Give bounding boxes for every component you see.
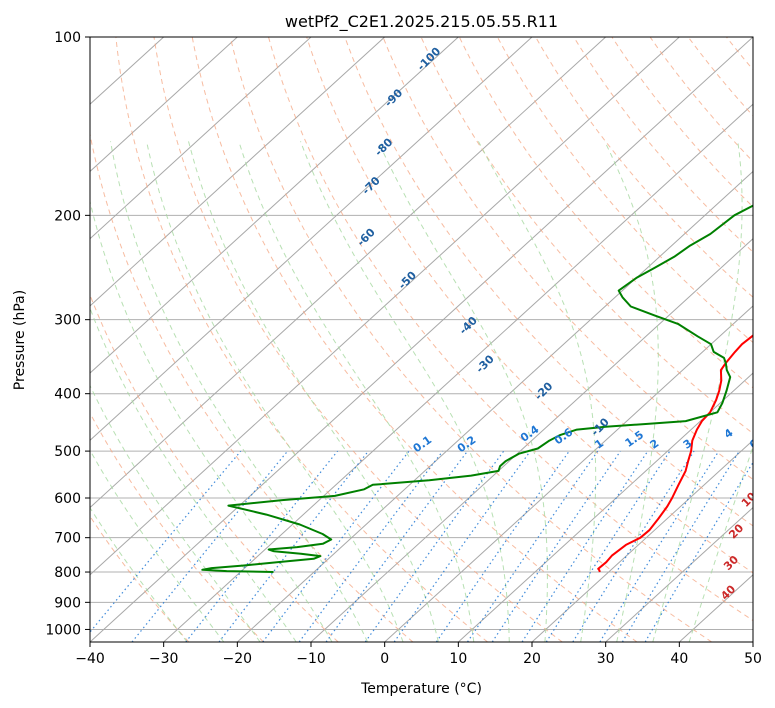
dry-adiabat-line xyxy=(649,37,753,163)
isotherm-line xyxy=(90,37,607,509)
dry-adiabat-line xyxy=(535,37,753,298)
x-tick-label: −20 xyxy=(223,651,253,667)
grid-layer xyxy=(90,37,753,642)
mixing-ratio-line xyxy=(621,450,740,642)
isotherm-line xyxy=(90,37,386,307)
moist-adiabat-line xyxy=(238,141,475,642)
dry-adiabat-line xyxy=(90,293,339,642)
y-tick-label: 1000 xyxy=(45,622,81,638)
isotherm-line xyxy=(384,305,753,642)
x-axis-label: Temperature (°C) xyxy=(360,681,482,697)
dry-adiabat-line xyxy=(229,37,712,642)
moist-adiabat-line xyxy=(90,306,297,642)
dry-adiabat-line xyxy=(90,412,264,642)
x-tick-label: −10 xyxy=(296,651,326,667)
moist-adiabat-line xyxy=(146,141,404,642)
dry-adiabat-line xyxy=(268,37,753,622)
isotherm-line xyxy=(605,506,753,642)
x-tick-label: 20 xyxy=(523,651,541,667)
y-tick-label: 600 xyxy=(54,491,81,507)
isotherm-line xyxy=(90,37,753,642)
series-layer xyxy=(201,204,753,573)
y-axis-label: Pressure (hPa) xyxy=(12,290,28,390)
axis-layer: −40 −30 −20 −10 0 10 20 30 40 50 1000 900 800 700 600 5… xyxy=(45,30,762,667)
moist-adiabat-line xyxy=(652,141,743,642)
mixing-ratio-line xyxy=(325,450,468,642)
x-tick-label: 30 xyxy=(597,651,615,667)
temperature-profile-line xyxy=(597,334,753,573)
moist-adiabat-line xyxy=(90,199,333,642)
mixing-ratio-line xyxy=(364,450,505,642)
y-tick-label: 800 xyxy=(54,565,81,581)
isotherm-line xyxy=(531,439,753,642)
isotherm-line xyxy=(457,372,753,642)
mixing-ratio-line xyxy=(435,450,570,642)
x-tick-label: 10 xyxy=(449,651,467,667)
dry-adiabat-line xyxy=(611,37,753,208)
isotherm-line xyxy=(90,37,459,374)
x-tick-label: 40 xyxy=(670,651,688,667)
isotherm-line xyxy=(90,37,238,173)
isotherm-line xyxy=(310,237,753,642)
moist-adiabat-line xyxy=(604,141,659,642)
isotherm-line xyxy=(163,103,753,642)
isotherm-line xyxy=(90,37,533,442)
moist-adiabat-line xyxy=(477,141,597,642)
dewpoint-profile-line xyxy=(201,204,753,573)
dry-adiabat-line xyxy=(496,37,753,344)
x-tick-label: 50 xyxy=(744,651,762,667)
mixing-ratio-line xyxy=(545,450,671,642)
x-tick-label: −40 xyxy=(75,651,105,667)
plot-frame xyxy=(89,36,754,643)
moist-adiabat-line xyxy=(90,384,261,642)
y-tick-label: 700 xyxy=(54,531,81,547)
mixing-ratio-line xyxy=(572,450,695,642)
dry-adiabat-line xyxy=(306,37,753,574)
y-tick-label: 900 xyxy=(54,595,81,611)
x-tick-label: 0 xyxy=(380,651,389,667)
mixing-ratio-line xyxy=(90,450,242,633)
dry-adiabat-line xyxy=(191,37,638,642)
dry-adiabat-line xyxy=(153,37,563,642)
dry-adiabat-line xyxy=(90,515,190,642)
mixing-ratio-line xyxy=(185,450,339,642)
x-tick-label: −30 xyxy=(149,651,179,667)
isotherm-line xyxy=(236,170,753,642)
isotherm-line xyxy=(90,37,312,240)
dry-adiabat-line xyxy=(382,37,753,481)
y-tick-label: 300 xyxy=(54,313,81,329)
mixing-ratio-line xyxy=(521,450,649,642)
y-tick-label: 500 xyxy=(54,444,81,460)
moist-adiabat-line xyxy=(110,141,369,642)
mixing-ratio-label: 6 xyxy=(747,437,761,452)
mixing-ratio-line xyxy=(131,450,289,642)
y-tick-label: 200 xyxy=(54,208,81,224)
mixing-ratio-line xyxy=(298,450,444,642)
y-tick-label: 400 xyxy=(54,387,81,403)
moist-adiabat-line xyxy=(300,141,510,642)
mixing-ratio-line xyxy=(599,450,720,642)
chart-title: wetPf2_C2E1.2025.215.05.55.R11 xyxy=(285,12,558,32)
mixing-ratio-line xyxy=(644,461,753,642)
dry-adiabat-line xyxy=(115,37,488,642)
y-tick-label: 100 xyxy=(54,30,81,46)
dry-adiabat-line xyxy=(573,37,753,253)
isotherm-line xyxy=(90,37,680,576)
